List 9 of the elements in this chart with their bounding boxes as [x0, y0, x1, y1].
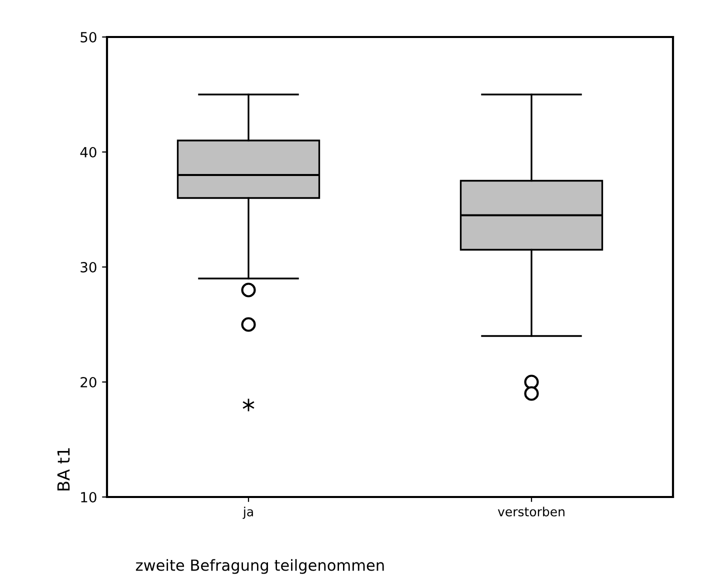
- y-tick-label: 30: [80, 262, 96, 272]
- y-tick-label: 20: [80, 376, 96, 388]
- y-tick-label: 40: [80, 146, 96, 158]
- y-tick-label: 50: [80, 32, 96, 42]
- y-axis-title: BA t1: [57, 448, 70, 490]
- x-axis-title: zweite Befragung teilgenommen: [136, 559, 384, 574]
- x-tick-label: verstorben: [498, 506, 564, 516]
- y-tick-label: 10: [81, 492, 96, 502]
- x-tick-label: ja: [242, 506, 253, 519]
